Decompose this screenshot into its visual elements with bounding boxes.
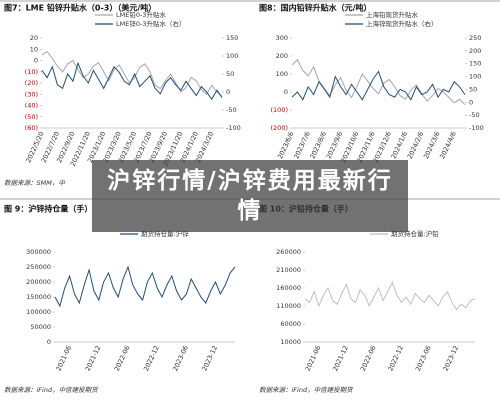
legend-label: 期货持仓量:沪锌 — [141, 229, 189, 238]
source-note: 数据来源：SMM，中 — [4, 179, 65, 187]
y-tick-label: 300 — [276, 34, 288, 42]
legend-label: LME锌0-3升贴水（右） — [116, 19, 185, 28]
x-tick-label: 2022-06 — [113, 344, 132, 372]
y-tick-label: 160000 — [276, 284, 301, 292]
y-tick-label: 300000 — [26, 248, 51, 256]
y-tick-label: (50) — [25, 113, 38, 121]
x-tick-label: 2021-06 — [54, 344, 73, 372]
y-tick-label: 100000 — [26, 308, 51, 316]
x-tick-label: 2021-12 — [84, 344, 103, 372]
y-tick-label: 0 — [34, 57, 38, 65]
y2-tick-label: -100 — [469, 124, 484, 132]
y2-tick-label: 50 — [226, 70, 234, 78]
x-tick-label: 2023-06 — [414, 344, 433, 372]
x-tick-label: 2023-12 — [200, 344, 219, 372]
chart-title: 图8：国内铅锌升贴水（元/吨） — [259, 3, 372, 13]
y-tick-label: 20 — [30, 34, 38, 42]
x-tick-label: 2023-12 — [442, 344, 461, 372]
y2-tick-label: -100 — [226, 124, 241, 132]
x-tick-label: 2021-12 — [331, 344, 350, 372]
overlay: 沪锌行情/沪锌费用最新行情 — [92, 160, 408, 232]
legend-label: 上海铅现货升贴水 — [366, 10, 419, 19]
y2-tick-label: 100 — [226, 52, 238, 60]
y-tick-label: (100) — [271, 106, 288, 114]
series-line — [54, 265, 236, 308]
y-tick-label: 150000 — [26, 293, 51, 301]
y-tick-label: 110000 — [276, 302, 301, 310]
y-tick-label: 200000 — [26, 278, 51, 286]
y-tick-label: 0 — [284, 88, 288, 96]
x-tick-label: 2022-06 — [359, 344, 378, 372]
series-line — [41, 61, 223, 101]
y-tick-label: 10 — [30, 45, 38, 53]
source-note: 数据来源：iFind，中信建投期货 — [4, 386, 99, 394]
series-line — [291, 70, 466, 101]
y-tick-label: 10000 — [280, 338, 301, 346]
series-line — [41, 50, 223, 97]
y2-tick-label: 150 — [226, 34, 238, 42]
overlay-title: 沪锌行情/沪锌费用最新行情 — [107, 168, 393, 224]
chart-title: 图7：LME 铅锌升贴水（0-3）（美元/吨） — [4, 3, 156, 13]
x-tick-label: 2022-12 — [386, 344, 405, 372]
x-tick-label: 2021-06 — [304, 344, 323, 372]
y-tick-label: 200 — [276, 52, 288, 60]
y2-tick-label: 150 — [469, 60, 481, 68]
y-tick-label: (30) — [25, 90, 38, 98]
legend-label: 期货持仓量:沪铅 — [391, 229, 439, 238]
y-tick-label: 250000 — [26, 263, 51, 271]
y-tick-label: (10) — [25, 68, 38, 76]
y-tick-label: (20) — [25, 79, 38, 87]
y2-tick-label: 0 — [226, 88, 230, 96]
legend-label: LME铅0-3升贴水 — [116, 10, 166, 19]
series-line — [304, 281, 476, 311]
legend-label: 上海锌现货升贴水（右） — [366, 19, 438, 28]
x-tick-label: 2023-06 — [171, 344, 190, 372]
y2-tick-label: 100 — [469, 73, 481, 81]
chart-title: 图 9：沪锌持仓量（手） — [4, 204, 92, 214]
y-tick-label: (200) — [271, 124, 288, 132]
y2-tick-label: 50 — [469, 85, 477, 93]
y-tick-label: 210000 — [276, 266, 301, 274]
source-note: 数据来源：iFind，中信建投期货 — [259, 386, 354, 394]
y-tick-label: 60000 — [280, 320, 301, 328]
y2-tick-label: -50 — [226, 106, 237, 114]
x-tick-label: 2022-12 — [142, 344, 161, 372]
y2-tick-label: 250 — [469, 34, 481, 42]
y-tick-label: 50000 — [30, 323, 51, 331]
x-tick-label: 2024/4/6 — [438, 130, 458, 160]
y2-tick-label: 200 — [469, 47, 481, 55]
y-tick-label: 260000 — [276, 248, 301, 256]
y-tick-label: 0 — [47, 338, 51, 346]
y2-tick-label: 0 — [469, 98, 473, 106]
y2-tick-label: -50 — [469, 111, 480, 119]
y-tick-label: (40) — [25, 102, 38, 110]
y-tick-label: 100 — [276, 70, 288, 78]
y-tick-label: (60) — [25, 124, 38, 132]
series-line — [291, 58, 466, 105]
